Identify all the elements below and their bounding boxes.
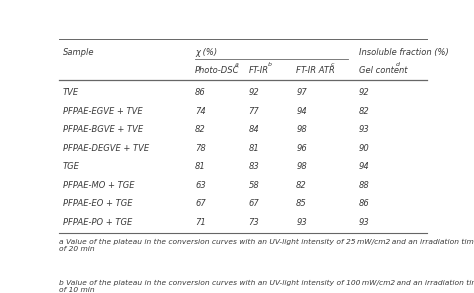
Text: 83: 83	[248, 162, 259, 171]
Text: 96: 96	[296, 144, 307, 153]
Text: 84: 84	[248, 125, 259, 134]
Text: PFPAE-DEGVE + TVE: PFPAE-DEGVE + TVE	[63, 144, 149, 153]
Text: 82: 82	[296, 181, 307, 190]
Text: 67: 67	[195, 199, 206, 208]
Text: 93: 93	[359, 125, 369, 134]
Text: 73: 73	[248, 218, 259, 227]
Text: Sample: Sample	[63, 47, 94, 57]
Text: 82: 82	[359, 107, 369, 116]
Text: 58: 58	[248, 181, 259, 190]
Text: b Value of the plateau in the conversion curves with an UV-light intensity of 10: b Value of the plateau in the conversion…	[59, 280, 474, 293]
Text: 92: 92	[248, 88, 259, 97]
Text: PFPAE-BGVE + TVE: PFPAE-BGVE + TVE	[63, 125, 143, 134]
Text: 74: 74	[195, 107, 206, 116]
Text: Photo-DSC: Photo-DSC	[195, 66, 240, 75]
Text: FT-IR ATR: FT-IR ATR	[296, 66, 335, 75]
Text: 97: 97	[296, 88, 307, 97]
Text: 81: 81	[248, 144, 259, 153]
Text: 86: 86	[195, 88, 206, 97]
Text: 86: 86	[359, 199, 369, 208]
Text: a: a	[235, 62, 239, 67]
Text: 63: 63	[195, 181, 206, 190]
Text: TVE: TVE	[63, 88, 79, 97]
Text: 67: 67	[248, 199, 259, 208]
Text: 82: 82	[195, 125, 206, 134]
Text: TGE: TGE	[63, 162, 80, 171]
Text: 92: 92	[359, 88, 369, 97]
Text: 94: 94	[359, 162, 369, 171]
Text: Gel content: Gel content	[359, 66, 407, 75]
Text: 98: 98	[296, 162, 307, 171]
Text: 98: 98	[296, 125, 307, 134]
Text: 88: 88	[359, 181, 369, 190]
Text: PFPAE-PO + TGE: PFPAE-PO + TGE	[63, 218, 132, 227]
Text: 78: 78	[195, 144, 206, 153]
Text: FT-IR: FT-IR	[248, 66, 269, 75]
Text: b: b	[268, 62, 272, 67]
Text: PFPAE-MO + TGE: PFPAE-MO + TGE	[63, 181, 135, 190]
Text: 93: 93	[359, 218, 369, 227]
Text: a Value of the plateau in the conversion curves with an UV-light intensity of 25: a Value of the plateau in the conversion…	[59, 239, 474, 252]
Text: 81: 81	[195, 162, 206, 171]
Text: 77: 77	[248, 107, 259, 116]
Text: 93: 93	[296, 218, 307, 227]
Text: 90: 90	[359, 144, 369, 153]
Text: d: d	[396, 62, 400, 67]
Text: 94: 94	[296, 107, 307, 116]
Text: 85: 85	[296, 199, 307, 208]
Text: PFPAE-EO + TGE: PFPAE-EO + TGE	[63, 199, 132, 208]
Text: c: c	[331, 62, 335, 67]
Text: PFPAE-EGVE + TVE: PFPAE-EGVE + TVE	[63, 107, 143, 116]
Text: χ (%): χ (%)	[195, 47, 217, 57]
Text: 71: 71	[195, 218, 206, 227]
Text: Insoluble fraction (%): Insoluble fraction (%)	[359, 47, 448, 57]
